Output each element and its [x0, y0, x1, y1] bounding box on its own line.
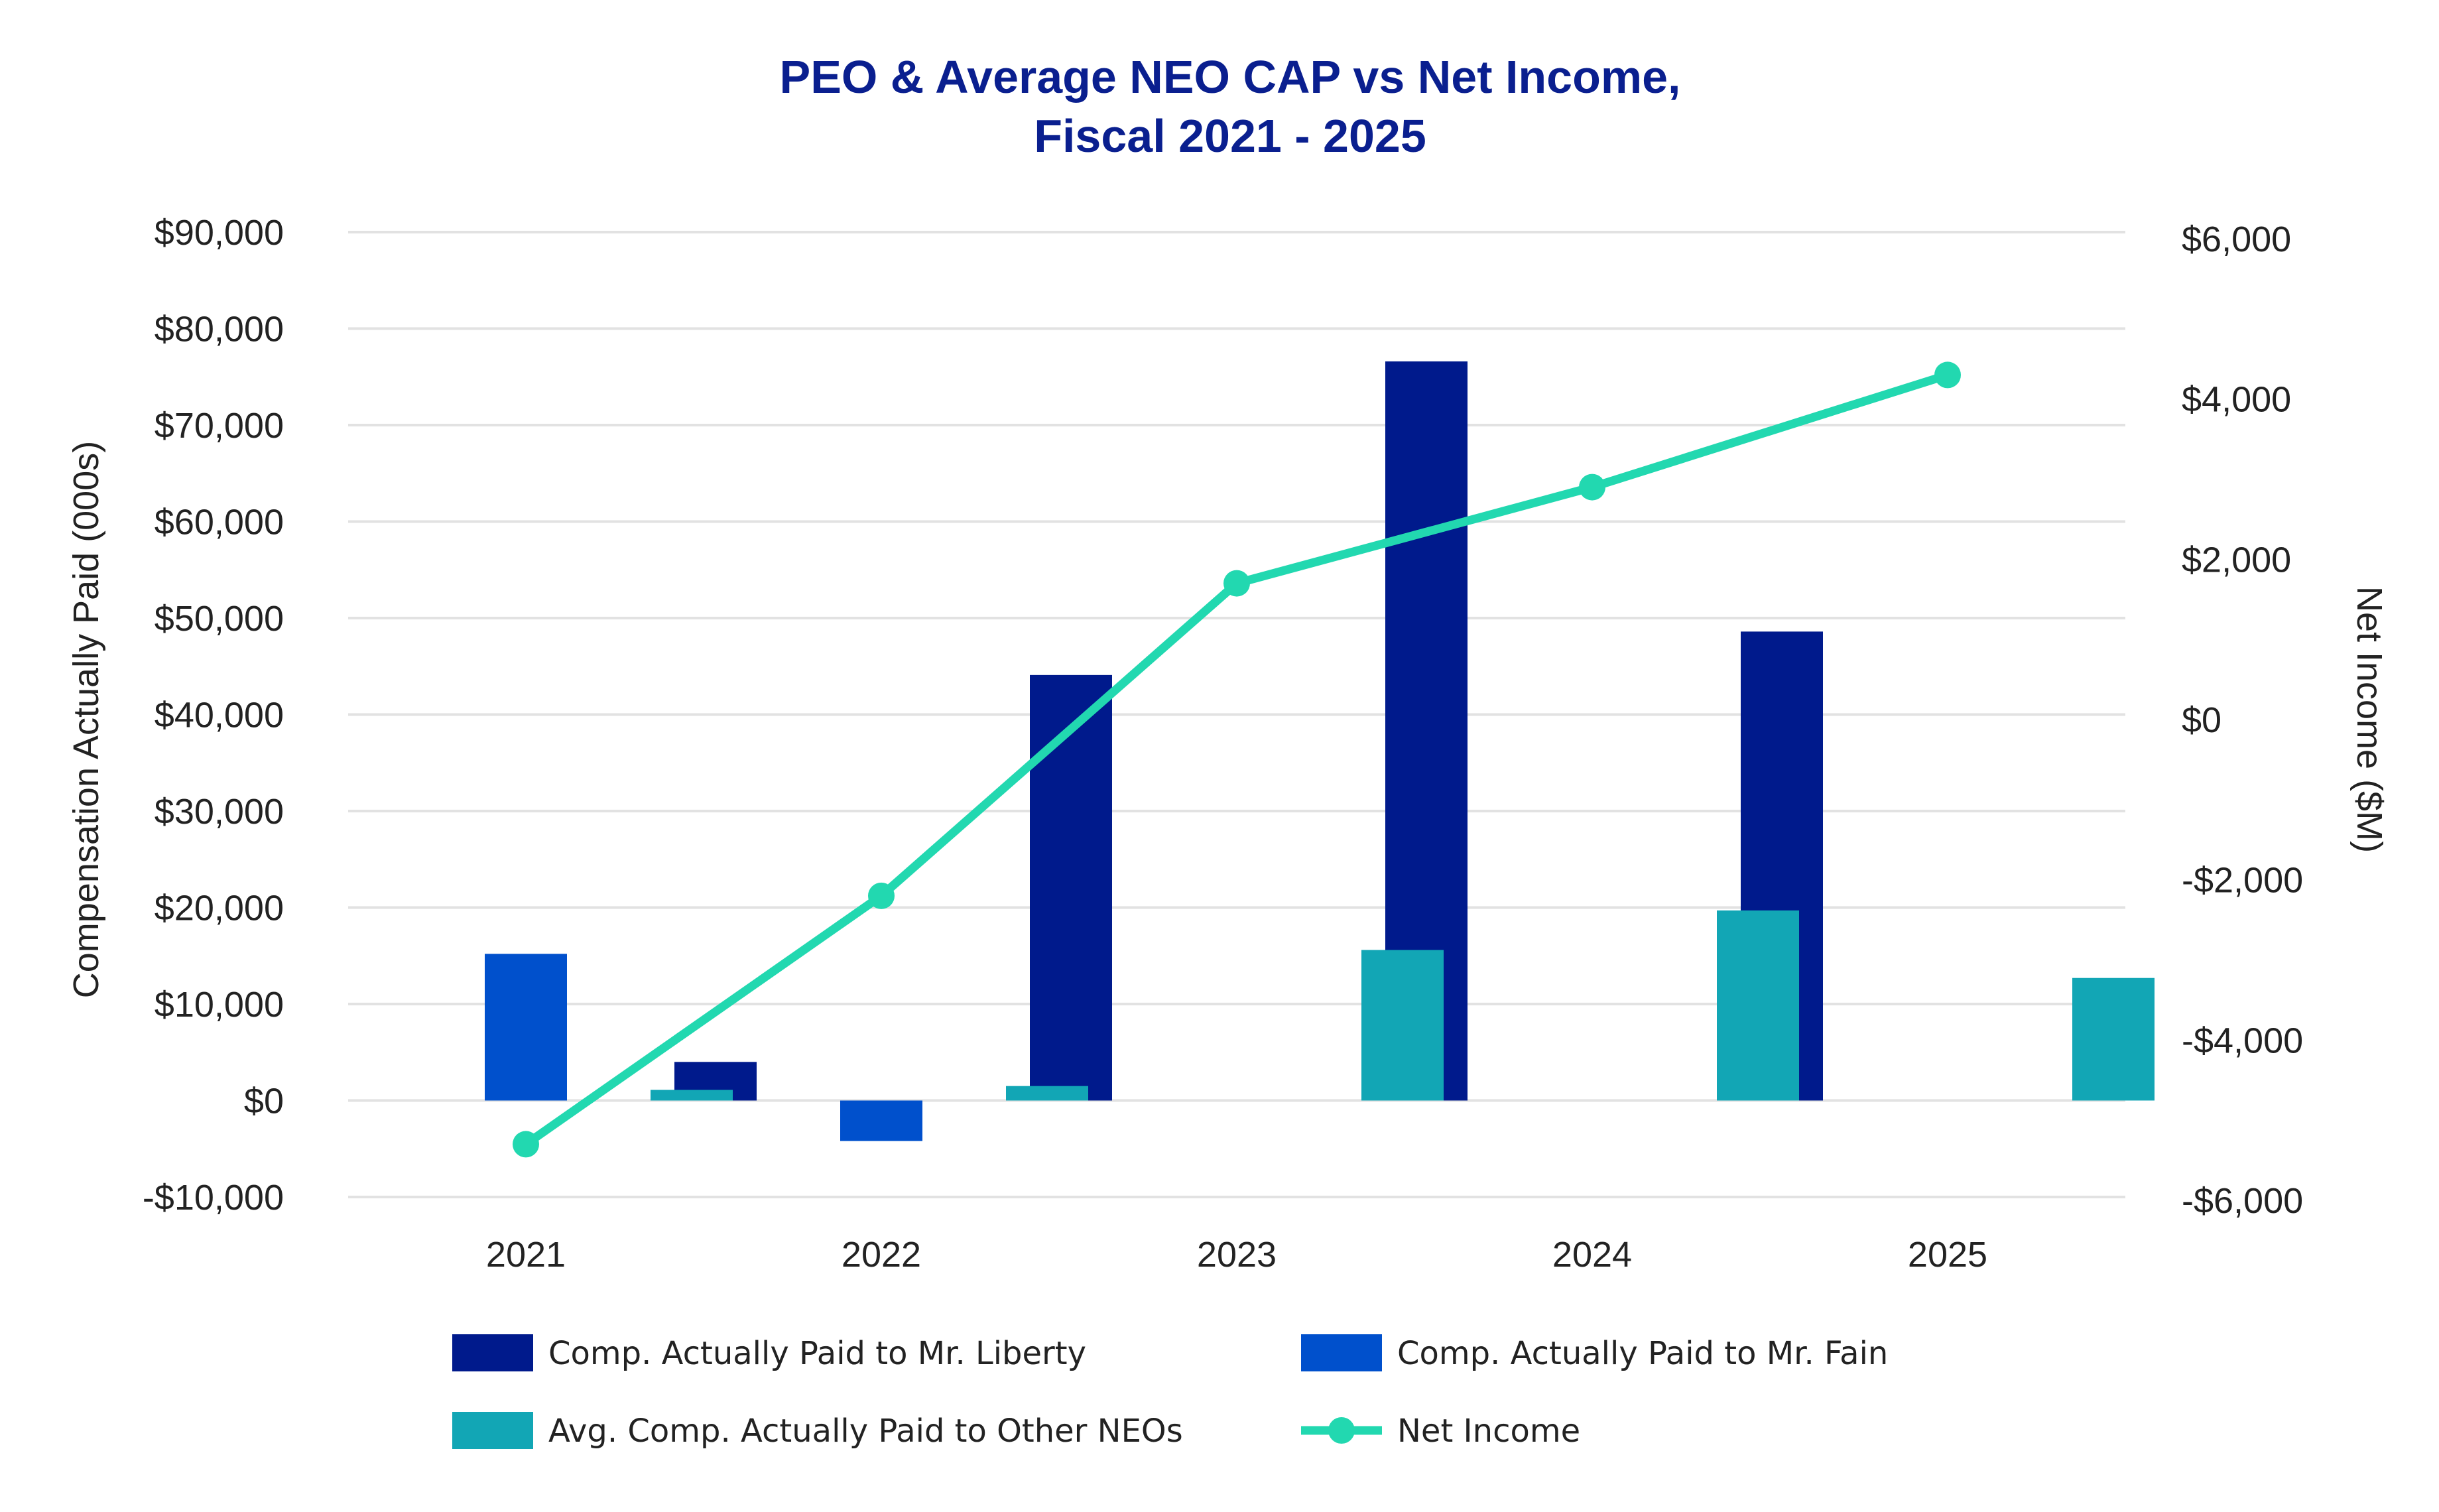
net-income-point-2021: [513, 1131, 539, 1158]
bar-avg-comp-actually-paid-to-other-neos-2024: [1717, 910, 1799, 1101]
net-income-point-2024: [1579, 473, 1605, 501]
chart-title-line-2: Fiscal 2021 - 2025: [1034, 110, 1426, 162]
y-tick-label: $10,000: [155, 985, 284, 1025]
bars: [485, 361, 2155, 1141]
y-tick-label: $60,000: [155, 503, 284, 542]
bar-avg-comp-actually-paid-to-other-neos-2021: [651, 1090, 733, 1101]
gridlines: [348, 231, 2125, 1198]
y-tick-label: $90,000: [155, 213, 284, 253]
net-income-point-2023: [1223, 570, 1250, 597]
net-income-line-layer: [513, 361, 1961, 1158]
x-tick-label: 2024: [1552, 1235, 1632, 1275]
y2-tick-label: -$2,000: [2182, 861, 2303, 901]
net-income-point-2025: [1934, 361, 1961, 389]
legend-label-net-income: Net Income: [1397, 1413, 1580, 1450]
y2-tick-label: $6,000: [2182, 220, 2291, 259]
x-axis-ticks: 2021 2022 2023 2024 2025: [486, 1235, 1987, 1275]
legend-label-comp-actually-paid-to-mr-liberty: Comp. Actually Paid to Mr. Liberty: [548, 1335, 1086, 1372]
legend-swatch-avg-comp-actually-paid-to-other-neos: [452, 1412, 533, 1449]
legend: Comp. Actually Paid to Mr. Liberty Comp. …: [452, 1334, 1888, 1450]
bar-comp-actually-paid-to-mr-fain-2021: [485, 954, 567, 1101]
y2-tick-label: $4,000: [2182, 380, 2291, 420]
y2-tick-label: -$6,000: [2182, 1181, 2303, 1221]
y-tick-label: $20,000: [155, 889, 284, 928]
legend-swatch-comp-actually-paid-to-mr-liberty: [452, 1334, 533, 1371]
legend-label-avg-comp-actually-paid-to-other-neos: Avg. Comp. Actually Paid to Other NEOs: [548, 1413, 1183, 1450]
net-income-point-2022: [868, 882, 895, 909]
right-axis-title: Net Income ($M): [2349, 586, 2389, 853]
y-tick-label: -$10,000: [143, 1178, 284, 1218]
y-tick-label: $30,000: [155, 792, 284, 832]
legend-marker-net-income: [1328, 1417, 1355, 1444]
y2-tick-label: $0: [2182, 700, 2221, 740]
left-axis-ticks: $90,000 $80,000 $70,000 $60,000 $50,000 $40,0…: [143, 213, 284, 1218]
y-tick-label: $50,000: [155, 599, 284, 639]
bar-avg-comp-actually-paid-to-other-neos-2023: [1361, 950, 1444, 1101]
y-tick-label: $70,000: [155, 406, 284, 446]
y-tick-label: $40,000: [155, 696, 284, 735]
x-tick-label: 2022: [842, 1235, 921, 1275]
y2-tick-label: -$4,000: [2182, 1021, 2303, 1060]
y2-tick-label: $2,000: [2182, 540, 2291, 580]
bar-comp-actually-paid-to-mr-fain-2022: [840, 1100, 922, 1141]
bar-comp-actually-paid-to-mr-liberty-2023: [1030, 674, 1112, 1101]
bar-avg-comp-actually-paid-to-other-neos-2025: [2072, 977, 2155, 1101]
x-tick-label: 2025: [1908, 1235, 1987, 1275]
chart-title-line-1: PEO & Average NEO CAP vs Net Income,: [780, 51, 1681, 103]
legend-swatch-comp-actually-paid-to-mr-fain: [1301, 1334, 1382, 1371]
y-tick-label: $0: [244, 1082, 284, 1121]
left-axis-title: Compensation Actually Paid (000s): [66, 441, 106, 998]
y-tick-label: $80,000: [155, 310, 284, 349]
x-tick-label: 2023: [1197, 1235, 1277, 1275]
legend-label-comp-actually-paid-to-mr-fain: Comp. Actually Paid to Mr. Fain: [1397, 1335, 1888, 1372]
right-axis-ticks: $6,000 $4,000 $2,000 $0 -$2,000 -$4,000 -$6,00…: [2182, 220, 2303, 1221]
bar-avg-comp-actually-paid-to-other-neos-2022: [1006, 1086, 1088, 1101]
x-tick-label: 2021: [486, 1235, 566, 1275]
